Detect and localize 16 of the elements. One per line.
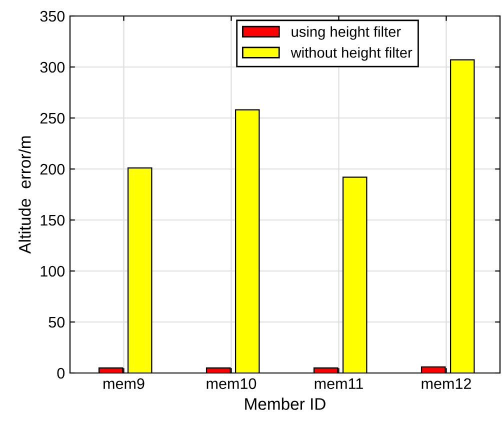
x-tick-label: mem9 (104, 378, 144, 390)
x-tick-label: mem11 (314, 378, 363, 390)
x-tick-label: mem12 (422, 378, 471, 390)
legend-label: without height filter (290, 47, 412, 61)
x-axis-title: Member ID (245, 398, 326, 410)
y-tick-label: 200 (40, 164, 65, 175)
y-tick-label: 100 (40, 266, 65, 277)
y-tick-label: 300 (40, 62, 65, 73)
y-tick-label: 250 (40, 112, 65, 124)
y-tick-label: 50 (48, 316, 65, 328)
y-tick-label: 0 (57, 368, 65, 379)
y-axis-title: Altitude error/m (18, 136, 31, 254)
x-tick-label: mem10 (206, 378, 256, 390)
y-tick-label: 150 (40, 214, 65, 226)
legend-label: using height filter (292, 26, 401, 40)
y-tick-label: 350 (40, 10, 65, 22)
